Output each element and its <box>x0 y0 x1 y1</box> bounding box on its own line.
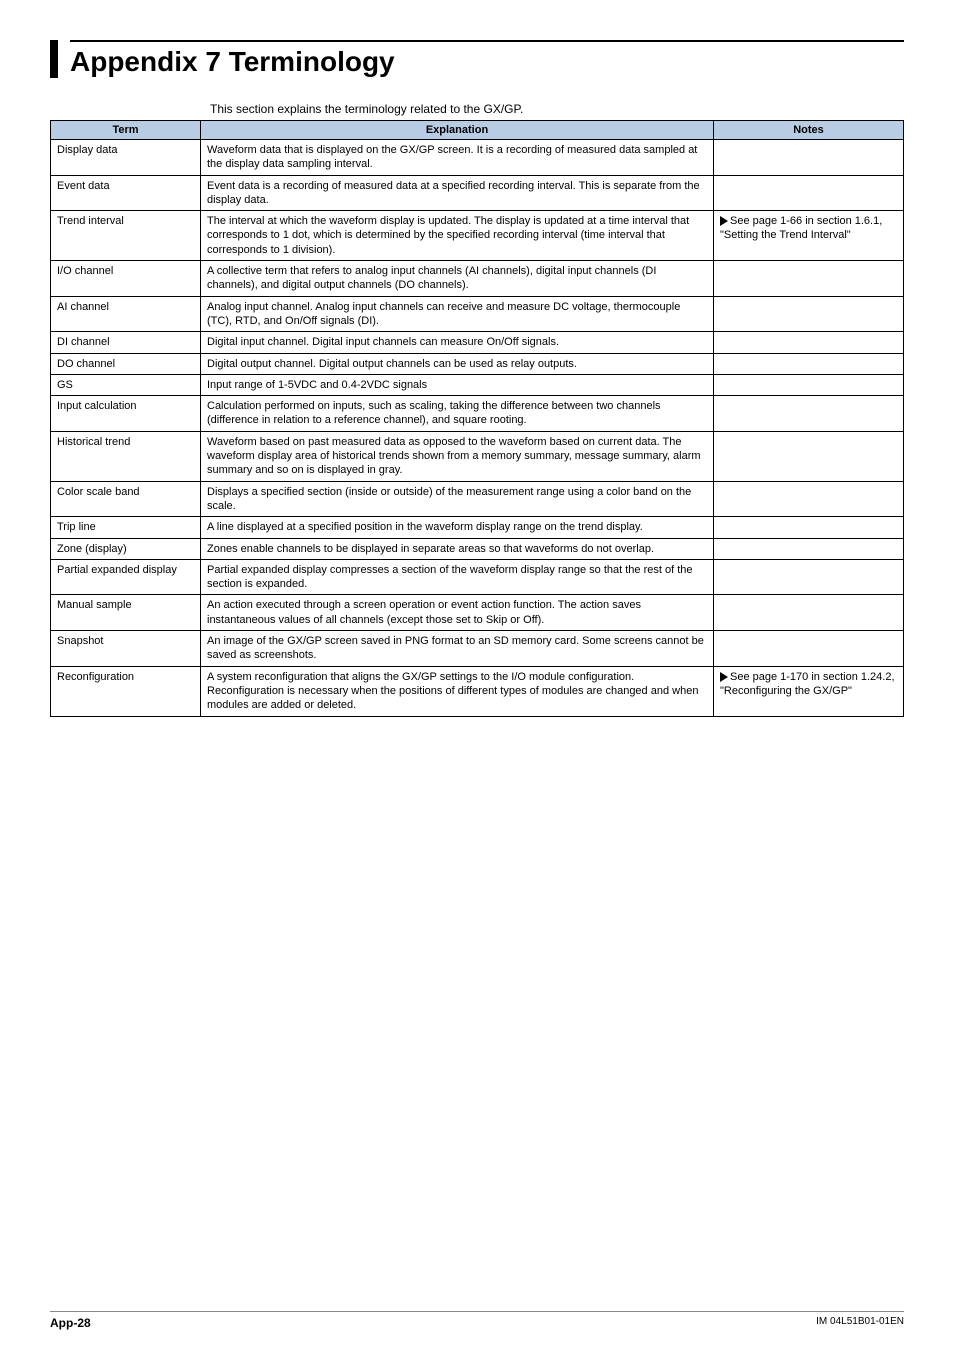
table-row: Color scale bandDisplays a specified sec… <box>51 481 904 517</box>
explanation-cell: The interval at which the waveform displ… <box>201 211 714 261</box>
notes-cell <box>714 481 904 517</box>
term-cell: Trip line <box>51 517 201 538</box>
page-footer: App-28 IM 04L51B01-01EN <box>50 1311 904 1330</box>
explanation-cell: Digital input channel. Digital input cha… <box>201 332 714 353</box>
table-row: Input calculationCalculation performed o… <box>51 396 904 432</box>
table-row: Display dataWaveform data that is displa… <box>51 140 904 176</box>
term-cell: Partial expanded display <box>51 559 201 595</box>
table-row: Event dataEvent data is a recording of m… <box>51 175 904 211</box>
notes-cell: See page 1-66 in section 1.6.1, "Setting… <box>714 211 904 261</box>
explanation-cell: An action executed through a screen oper… <box>201 595 714 631</box>
explanation-cell: Analog input channel. Analog input chann… <box>201 296 714 332</box>
term-cell: AI channel <box>51 296 201 332</box>
notes-text: See page 1-170 in section 1.24.2, "Recon… <box>720 671 895 697</box>
notes-cell <box>714 559 904 595</box>
notes-cell <box>714 261 904 297</box>
table-row: Trend intervalThe interval at which the … <box>51 211 904 261</box>
notes-cell <box>714 175 904 211</box>
term-cell: I/O channel <box>51 261 201 297</box>
term-cell: Color scale band <box>51 481 201 517</box>
term-cell: Reconfiguration <box>51 666 201 716</box>
page-title: Appendix 7 Terminology <box>70 40 904 78</box>
notes-cell <box>714 296 904 332</box>
table-row: Historical trendWaveform based on past m… <box>51 431 904 481</box>
term-cell: Display data <box>51 140 201 176</box>
explanation-cell: A collective term that refers to analog … <box>201 261 714 297</box>
notes-cell <box>714 140 904 176</box>
title-bar: Appendix 7 Terminology <box>50 40 904 78</box>
notes-cell <box>714 538 904 559</box>
explanation-cell: Zones enable channels to be displayed in… <box>201 538 714 559</box>
explanation-cell: Waveform based on past measured data as … <box>201 431 714 481</box>
table-row: Zone (display)Zones enable channels to b… <box>51 538 904 559</box>
explanation-cell: An image of the GX/GP screen saved in PN… <box>201 631 714 667</box>
table-row: AI channelAnalog input channel. Analog i… <box>51 296 904 332</box>
notes-cell: See page 1-170 in section 1.24.2, "Recon… <box>714 666 904 716</box>
notes-cell <box>714 431 904 481</box>
page-number: App-28 <box>50 1316 91 1330</box>
header-notes: Notes <box>714 121 904 140</box>
notes-cell <box>714 595 904 631</box>
arrow-icon <box>720 672 728 682</box>
terminology-table: Term Explanation Notes Display dataWavef… <box>50 120 904 717</box>
explanation-cell: A system reconfiguration that aligns the… <box>201 666 714 716</box>
explanation-cell: Calculation performed on inputs, such as… <box>201 396 714 432</box>
term-cell: Historical trend <box>51 431 201 481</box>
header-explanation: Explanation <box>201 121 714 140</box>
explanation-cell: Partial expanded display compresses a se… <box>201 559 714 595</box>
explanation-cell: Event data is a recording of measured da… <box>201 175 714 211</box>
notes-text: See page 1-66 in section 1.6.1, "Setting… <box>720 215 882 241</box>
term-cell: Manual sample <box>51 595 201 631</box>
term-cell: Snapshot <box>51 631 201 667</box>
notes-cell <box>714 374 904 395</box>
header-term: Term <box>51 121 201 140</box>
doc-number: IM 04L51B01-01EN <box>816 1316 904 1330</box>
notes-cell <box>714 631 904 667</box>
notes-cell <box>714 332 904 353</box>
table-row: I/O channelA collective term that refers… <box>51 261 904 297</box>
table-row: GSInput range of 1-5VDC and 0.4-2VDC sig… <box>51 374 904 395</box>
explanation-cell: Digital output channel. Digital output c… <box>201 353 714 374</box>
term-cell: Event data <box>51 175 201 211</box>
table-row: Partial expanded displayPartial expanded… <box>51 559 904 595</box>
table-row: SnapshotAn image of the GX/GP screen sav… <box>51 631 904 667</box>
table-row: ReconfigurationA system reconfiguration … <box>51 666 904 716</box>
term-cell: DO channel <box>51 353 201 374</box>
table-row: Manual sampleAn action executed through … <box>51 595 904 631</box>
term-cell: DI channel <box>51 332 201 353</box>
term-cell: Trend interval <box>51 211 201 261</box>
explanation-cell: Input range of 1-5VDC and 0.4-2VDC signa… <box>201 374 714 395</box>
term-cell: GS <box>51 374 201 395</box>
explanation-cell: Displays a specified section (inside or … <box>201 481 714 517</box>
term-cell: Input calculation <box>51 396 201 432</box>
table-row: DI channelDigital input channel. Digital… <box>51 332 904 353</box>
notes-cell <box>714 396 904 432</box>
term-cell: Zone (display) <box>51 538 201 559</box>
table-row: Trip lineA line displayed at a specified… <box>51 517 904 538</box>
table-header-row: Term Explanation Notes <box>51 121 904 140</box>
notes-cell <box>714 353 904 374</box>
notes-cell <box>714 517 904 538</box>
explanation-cell: Waveform data that is displayed on the G… <box>201 140 714 176</box>
explanation-cell: A line displayed at a specified position… <box>201 517 714 538</box>
intro-text: This section explains the terminology re… <box>210 102 904 116</box>
table-row: DO channelDigital output channel. Digita… <box>51 353 904 374</box>
arrow-icon <box>720 216 728 226</box>
